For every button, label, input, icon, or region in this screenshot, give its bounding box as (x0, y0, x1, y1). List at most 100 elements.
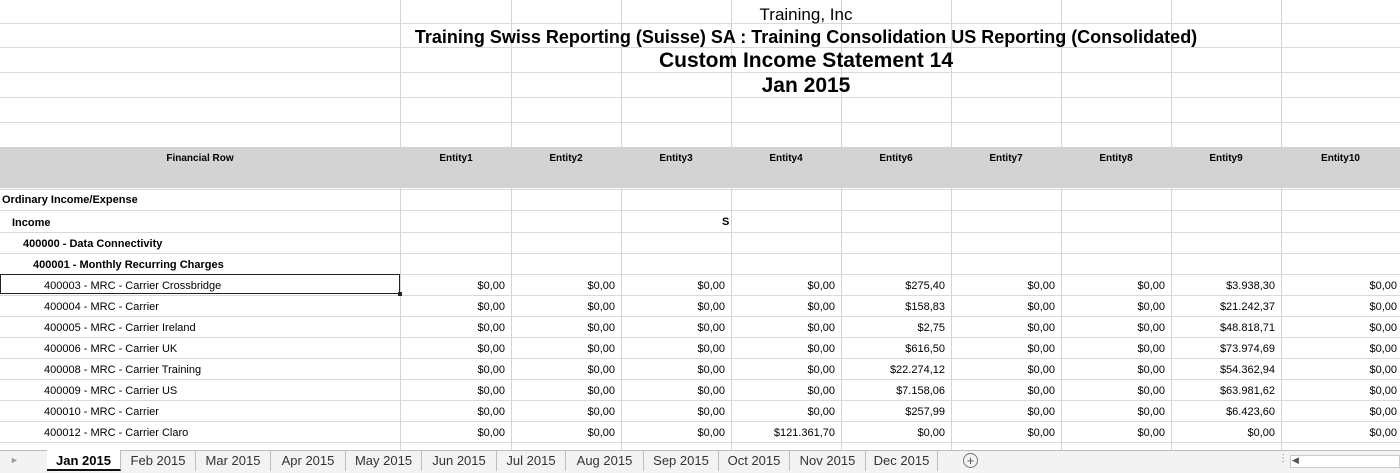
table-cell[interactable]: $6.423,60 (1226, 406, 1275, 418)
table-cell[interactable]: $0,00 (587, 322, 615, 334)
table-cell[interactable]: $0,00 (1027, 322, 1055, 334)
table-cell[interactable]: $0,00 (1027, 406, 1055, 418)
sheet-tab[interactable]: May 2015 (346, 450, 422, 471)
column-header[interactable]: Entity10 (1321, 153, 1360, 164)
table-cell[interactable]: $0,00 (807, 280, 835, 292)
table-cell[interactable]: $63.981,62 (1219, 385, 1275, 397)
column-header[interactable]: Financial Row (166, 153, 234, 164)
table-cell[interactable]: $0,00 (807, 385, 835, 397)
sheet-tab[interactable]: Jul 2015 (497, 450, 566, 471)
table-cell[interactable]: $0,00 (477, 406, 505, 418)
table-cell[interactable]: $0,00 (697, 385, 725, 397)
sheet-tab[interactable]: Jan 2015 (47, 450, 121, 471)
table-cell[interactable]: $0,00 (697, 364, 725, 376)
table-cell[interactable]: $0,00 (1137, 406, 1165, 418)
table-cell[interactable]: $0,00 (587, 406, 615, 418)
table-cell[interactable]: $0,00 (477, 343, 505, 355)
row-label[interactable]: 400008 - MRC - Carrier Training (44, 364, 202, 376)
selected-cell[interactable] (0, 274, 402, 296)
table-cell[interactable]: $48.818,71 (1219, 322, 1275, 334)
table-cell[interactable]: $0,00 (697, 322, 725, 334)
table-cell[interactable]: $0,00 (1369, 322, 1397, 334)
table-cell[interactable]: $0,00 (587, 364, 615, 376)
column-header[interactable]: Entity1 (439, 153, 473, 164)
table-cell[interactable]: $0,00 (917, 427, 945, 439)
column-header[interactable]: Entity6 (879, 153, 913, 164)
table-cell[interactable]: $22.274,12 (889, 364, 945, 376)
section-label[interactable]: Income (12, 217, 51, 229)
row-label[interactable]: 400006 - MRC - Carrier UK (44, 343, 178, 355)
table-cell[interactable]: $0,00 (807, 364, 835, 376)
table-cell[interactable]: $73.974,69 (1219, 343, 1275, 355)
table-cell[interactable]: $0,00 (1369, 301, 1397, 313)
table-cell[interactable]: $0,00 (477, 427, 505, 439)
table-cell[interactable]: $2,75 (917, 322, 945, 334)
table-cell[interactable]: $257,99 (905, 406, 945, 418)
section-label[interactable]: 400000 - Data Connectivity (23, 238, 163, 250)
table-cell[interactable]: $0,00 (477, 364, 505, 376)
table-cell[interactable]: $0,00 (477, 301, 505, 313)
table-cell[interactable]: $0,00 (1369, 385, 1397, 397)
table-cell[interactable]: $275,40 (905, 280, 945, 292)
table-cell[interactable]: $0,00 (1027, 385, 1055, 397)
row-label[interactable]: 400005 - MRC - Carrier Ireland (44, 322, 196, 334)
table-cell[interactable]: $0,00 (807, 343, 835, 355)
table-cell[interactable]: $0,00 (1027, 343, 1055, 355)
section-label[interactable]: Ordinary Income/Expense (2, 194, 138, 206)
table-cell[interactable]: $0,00 (477, 280, 505, 292)
sheet-tab[interactable]: Apr 2015 (271, 450, 346, 471)
table-cell[interactable]: $0,00 (697, 427, 725, 439)
table-cell[interactable]: $0,00 (1137, 364, 1165, 376)
column-header[interactable]: Entity2 (549, 153, 583, 164)
add-sheet-icon[interactable]: + (963, 453, 978, 468)
table-cell[interactable]: $0,00 (477, 322, 505, 334)
sheet-tab[interactable]: Oct 2015 (719, 450, 790, 471)
column-header[interactable]: Entity7 (989, 153, 1023, 164)
tab-split-handle-icon[interactable]: ⋮ (1278, 453, 1288, 464)
table-cell[interactable]: $0,00 (807, 406, 835, 418)
table-cell[interactable]: $0,00 (1027, 364, 1055, 376)
table-cell[interactable]: $0,00 (1027, 427, 1055, 439)
table-cell[interactable]: $158,83 (905, 301, 945, 313)
table-cell[interactable]: $0,00 (1137, 301, 1165, 313)
table-cell[interactable]: $0,00 (587, 427, 615, 439)
row-label[interactable]: 400009 - MRC - Carrier US (44, 385, 178, 397)
row-label[interactable]: 400010 - MRC - Carrier (44, 406, 159, 418)
table-cell[interactable]: $54.362,94 (1219, 364, 1275, 376)
row-label[interactable]: 400012 - MRC - Carrier Claro (44, 427, 189, 439)
table-cell[interactable]: $0,00 (1369, 364, 1397, 376)
column-header[interactable]: Entity9 (1209, 153, 1243, 164)
row-label[interactable]: 400004 - MRC - Carrier (44, 301, 159, 313)
section-label[interactable]: 400001 - Monthly Recurring Charges (33, 259, 224, 271)
table-cell[interactable]: $0,00 (1369, 427, 1397, 439)
table-cell[interactable]: $0,00 (1027, 280, 1055, 292)
table-cell[interactable]: $0,00 (697, 406, 725, 418)
table-cell[interactable]: $0,00 (1137, 385, 1165, 397)
table-cell[interactable]: $0,00 (1369, 343, 1397, 355)
sheet-tab[interactable]: Mar 2015 (196, 450, 271, 471)
table-cell[interactable]: $0,00 (1027, 301, 1055, 313)
sheet-tab[interactable]: Jun 2015 (422, 450, 497, 471)
table-cell[interactable]: $0,00 (697, 280, 725, 292)
column-header[interactable]: Entity3 (659, 153, 693, 164)
horizontal-scrollbar[interactable] (1290, 455, 1400, 468)
tab-scroll-left-icon[interactable]: ► (10, 455, 19, 465)
table-cell[interactable]: $0,00 (1137, 280, 1165, 292)
table-cell[interactable]: $0,00 (587, 280, 615, 292)
sheet-tab[interactable]: Dec 2015 (866, 450, 938, 471)
table-cell[interactable]: $0,00 (1247, 427, 1275, 439)
table-cell[interactable]: $0,00 (1369, 406, 1397, 418)
table-cell[interactable]: $3.938,30 (1226, 280, 1275, 292)
table-cell[interactable]: $0,00 (1137, 322, 1165, 334)
table-cell[interactable]: $121.361,70 (773, 427, 835, 439)
table-cell[interactable]: $0,00 (1137, 343, 1165, 355)
table-cell[interactable]: $21.242,37 (1219, 301, 1275, 313)
table-cell[interactable]: $616,50 (905, 343, 945, 355)
column-header[interactable]: Entity8 (1099, 153, 1133, 164)
table-cell[interactable]: $0,00 (587, 301, 615, 313)
table-cell[interactable]: $0,00 (1137, 427, 1165, 439)
table-cell[interactable]: $0,00 (587, 343, 615, 355)
sheet-tab[interactable]: Feb 2015 (121, 450, 196, 471)
table-cell[interactable]: $0,00 (587, 385, 615, 397)
table-cell[interactable]: $7.158,06 (896, 385, 945, 397)
